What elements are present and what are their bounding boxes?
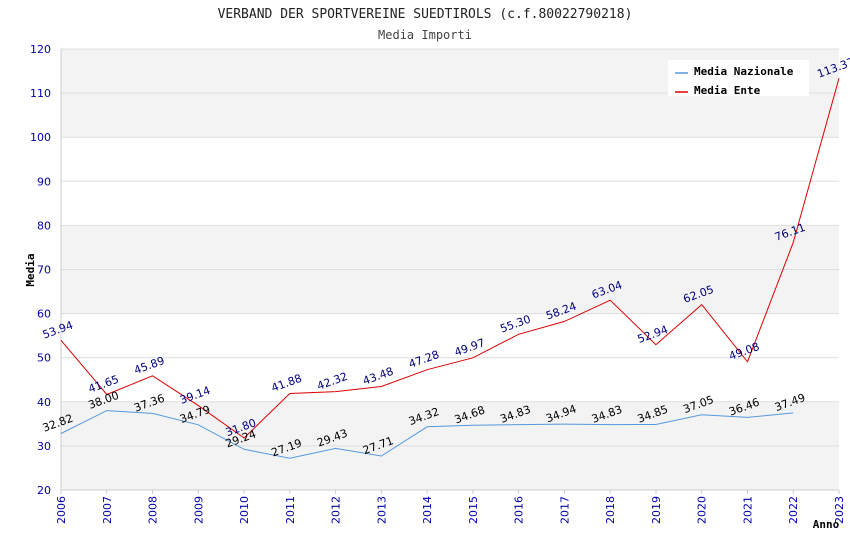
legend: Media Nazionale Media Ente bbox=[668, 60, 809, 97]
series-line-media-nazionale bbox=[60, 410, 794, 459]
background-band bbox=[61, 313, 839, 358]
x-tick-label: 2015 bbox=[467, 496, 480, 524]
x-tick-label: 2011 bbox=[284, 496, 297, 524]
y-tick-label: 120 bbox=[30, 43, 51, 56]
y-tick-label: 40 bbox=[37, 396, 51, 409]
y-tick-label: 110 bbox=[30, 87, 51, 100]
x-tick-label: 2021 bbox=[741, 496, 754, 524]
background-band bbox=[61, 93, 839, 138]
x-tick-label: 2008 bbox=[147, 496, 160, 524]
x-tick-label: 2018 bbox=[604, 496, 617, 524]
y-tick-label: 30 bbox=[37, 440, 51, 453]
x-tick-label: 2023 bbox=[833, 496, 846, 524]
y-tick-label: 70 bbox=[37, 264, 51, 277]
legend-background bbox=[668, 60, 809, 96]
x-tick-label: 2007 bbox=[101, 496, 114, 524]
y-tick-label: 60 bbox=[37, 308, 51, 321]
y-tick-label: 90 bbox=[37, 175, 51, 188]
series-lines bbox=[60, 78, 840, 459]
x-tick-label: 2016 bbox=[513, 496, 526, 524]
y-tick-label: 50 bbox=[37, 352, 51, 365]
x-tick-label: 2017 bbox=[558, 496, 571, 524]
background-band bbox=[61, 357, 839, 402]
background-bands bbox=[61, 49, 839, 490]
background-band bbox=[61, 445, 839, 490]
legend-label-media-nazionale: Media Nazionale bbox=[694, 65, 794, 78]
y-tick-label: 100 bbox=[30, 131, 51, 144]
legend-label-media-ente: Media Ente bbox=[694, 84, 761, 97]
x-tick-label: 2010 bbox=[238, 496, 251, 524]
chart-subtitle: Media Importi bbox=[378, 28, 472, 42]
background-band bbox=[61, 269, 839, 314]
x-axis-label: Anno bbox=[813, 518, 840, 531]
chart-title: VERBAND DER SPORTVEREINE SUEDTIROLS (c.f… bbox=[218, 7, 633, 22]
x-tick-label: 2014 bbox=[421, 496, 434, 524]
x-tick-label: 2006 bbox=[55, 496, 68, 524]
background-band bbox=[61, 401, 839, 446]
y-tick-label: 80 bbox=[37, 219, 51, 232]
x-tick-label: 2019 bbox=[650, 496, 663, 524]
y-axis-label: Media bbox=[24, 253, 37, 286]
background-band bbox=[61, 181, 839, 226]
background-band bbox=[61, 137, 839, 182]
x-tick-label: 2020 bbox=[696, 496, 709, 524]
x-tick-label: 2012 bbox=[330, 496, 343, 524]
axes: 20 30 40 50 60 70 80 90 100 110 120 2006 2007 2008 200… bbox=[30, 43, 846, 524]
y-tick-label: 20 bbox=[37, 484, 51, 497]
background-band bbox=[61, 225, 839, 270]
x-tick-label: 2022 bbox=[787, 496, 800, 524]
x-tick-label: 2013 bbox=[375, 496, 388, 524]
x-tick-label: 2009 bbox=[192, 496, 205, 524]
series-line-media-ente bbox=[60, 78, 840, 439]
